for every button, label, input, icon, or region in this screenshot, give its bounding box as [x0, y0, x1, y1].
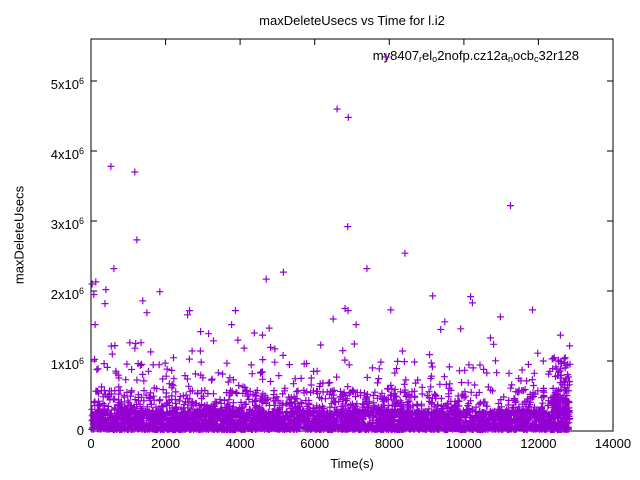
x-axis-label: Time(s)	[330, 456, 374, 471]
legend: my8407relo2nofp.cz12anocbc32r128	[372, 47, 587, 65]
data-points-outliers	[88, 105, 564, 368]
data-points-dense-band	[88, 336, 574, 434]
legend-series-label: my8407relo2nofp.cz12anocbc32r128	[372, 47, 579, 64]
y-tick-label: 0	[76, 423, 84, 438]
x-tick-label: 2000	[151, 436, 181, 451]
chart-title: maxDeleteUsecs vs Time for l.i2	[259, 13, 445, 28]
x-tick-label: 6000	[300, 436, 330, 451]
x-tick-label: 8000	[374, 436, 404, 451]
y-tick-label: 4x106	[50, 146, 84, 162]
legend-plus-marker-icon	[382, 53, 390, 61]
y-tick-label: 5x106	[50, 76, 84, 92]
y-tick-label: 3x106	[50, 216, 84, 232]
x-tick-label: 12000	[520, 436, 557, 451]
x-tick-label: 0	[87, 436, 95, 451]
x-tick-label: 10000	[445, 436, 482, 451]
y-tick-label: 1x106	[50, 356, 84, 372]
x-tick-label: 14000	[594, 436, 632, 451]
x-tick-label: 4000	[225, 436, 255, 451]
y-tick-label: 2x106	[50, 286, 84, 302]
